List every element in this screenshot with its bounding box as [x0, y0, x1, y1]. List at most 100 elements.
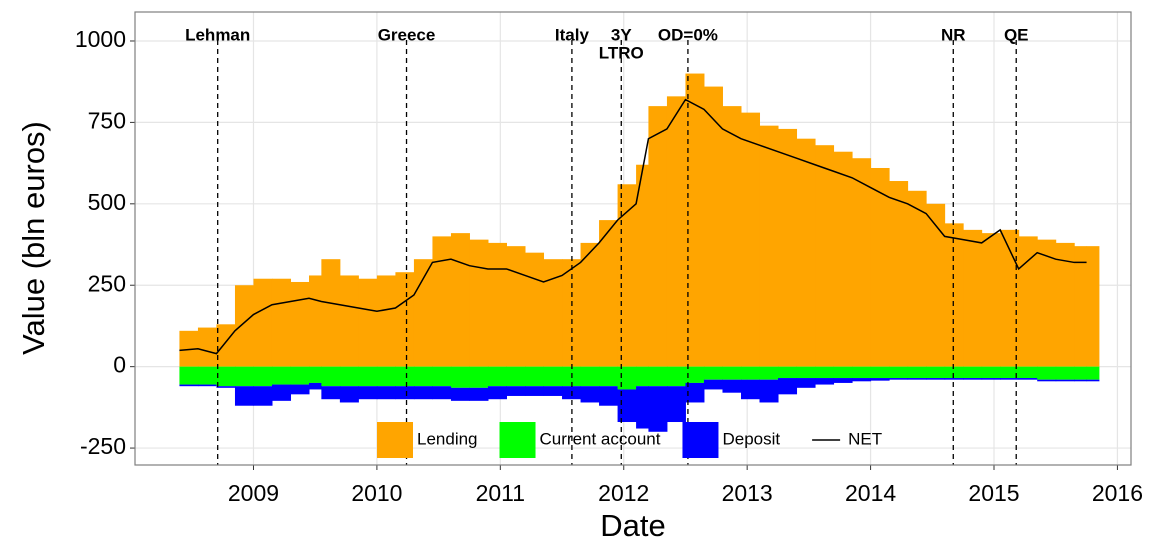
x-tick-label: 2011 — [476, 480, 525, 506]
area-segment — [179, 384, 199, 387]
area-segment — [271, 384, 292, 401]
area-segment — [339, 366, 359, 387]
area-segment — [1000, 366, 1020, 379]
area-segment — [870, 167, 890, 367]
area-segment — [525, 252, 545, 367]
area-segment — [487, 386, 507, 400]
area-segment — [1000, 229, 1020, 367]
area-segment — [413, 259, 433, 367]
area-segment — [234, 386, 254, 406]
area-segment — [197, 366, 217, 385]
area-segment — [376, 275, 396, 367]
area-segment — [309, 382, 322, 390]
area-segment — [1074, 366, 1088, 380]
area-segment — [1037, 239, 1057, 367]
area-segment — [981, 378, 1001, 380]
area-segment — [1037, 379, 1057, 382]
area-segment — [1018, 236, 1038, 367]
area-segment — [740, 379, 761, 400]
event-label: 3Y — [611, 25, 632, 44]
net-line — [179, 98, 1087, 355]
area-segment — [617, 366, 637, 390]
area-segment — [740, 112, 761, 367]
area-segment — [889, 366, 909, 379]
area-segment — [290, 281, 310, 367]
area-segment — [796, 138, 816, 367]
x-tick-label: 2013 — [722, 480, 773, 506]
area-segment — [1086, 246, 1100, 367]
area-segment — [889, 181, 909, 367]
area-segment — [944, 366, 964, 379]
area-segment — [1086, 379, 1100, 382]
area-segment — [617, 184, 637, 367]
y-tick-label: 750 — [88, 107, 126, 133]
area-segment — [599, 386, 619, 406]
area-segment — [703, 366, 723, 380]
area-segment — [944, 223, 964, 367]
area-segment — [852, 378, 872, 382]
area-segment — [796, 366, 816, 379]
area-segment — [339, 275, 359, 367]
y-tick-label: 0 — [113, 352, 126, 378]
area-segment — [1018, 366, 1038, 379]
area-segment — [636, 164, 649, 367]
panel-border — [134, 11, 1132, 466]
area-segment — [599, 366, 619, 387]
area-segment — [685, 382, 705, 403]
event-label: Italy — [555, 25, 590, 44]
area-segment — [253, 366, 273, 387]
area-segment — [450, 366, 470, 388]
area-segment — [833, 366, 853, 379]
area-segment — [833, 378, 853, 383]
area-segment — [740, 366, 761, 380]
area-segment — [722, 379, 742, 393]
legend-key — [377, 422, 413, 458]
area-segment — [648, 386, 668, 432]
x-tick-label: 2014 — [845, 480, 896, 506]
event-label: OD=0% — [658, 25, 718, 44]
area-segment — [469, 387, 489, 401]
event-label: LTRO — [599, 43, 644, 62]
area-segment — [253, 278, 273, 367]
area-segment — [759, 125, 779, 367]
area-segment — [216, 386, 236, 388]
area-segment — [179, 330, 199, 367]
area-segment — [580, 366, 600, 387]
area-segment — [722, 106, 742, 367]
area-segment — [450, 387, 470, 401]
area-segment — [870, 366, 890, 379]
area-segment — [926, 378, 946, 380]
legend-key — [499, 422, 536, 458]
area-segment — [309, 366, 322, 383]
y-tick-label: 1000 — [75, 26, 126, 52]
area-segment — [506, 366, 526, 387]
event-label: QE — [1004, 25, 1029, 44]
area-segment — [321, 366, 341, 387]
legend-label: NET — [848, 429, 882, 448]
area-segment — [413, 386, 433, 400]
y-axis-title: Value (bln euros) — [16, 121, 51, 355]
area-segment — [1074, 379, 1088, 382]
event-label: NR — [941, 25, 966, 44]
area-segment — [290, 384, 310, 395]
area-segment — [506, 386, 526, 396]
area-segment — [216, 324, 236, 367]
event-label: Greece — [378, 25, 436, 44]
y-tick-label: 500 — [88, 189, 126, 215]
area-segment — [216, 366, 236, 387]
area-segment — [963, 229, 983, 367]
area-segment — [543, 259, 563, 367]
area-segment — [339, 386, 359, 403]
area-segment — [833, 151, 853, 367]
area-segment — [358, 386, 378, 400]
area-segment — [321, 386, 341, 400]
area-segment — [636, 386, 649, 429]
area-segment — [617, 389, 637, 423]
area-segment — [852, 158, 872, 367]
area-segment — [271, 278, 292, 367]
area-segment — [309, 275, 322, 367]
area-segment — [358, 278, 378, 367]
area-segment — [543, 366, 563, 387]
area-segment — [450, 233, 470, 367]
